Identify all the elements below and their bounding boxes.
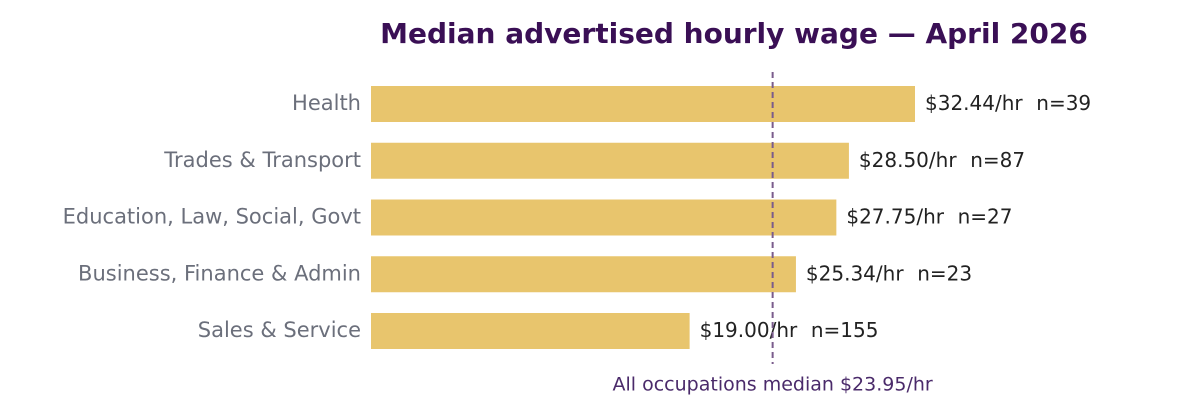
chart-title: Median advertised hourly wage — April 20… [380,17,1088,50]
value-label: $27.75/hr [846,204,944,228]
data-label: $28.50/hr n=87 [859,147,1025,171]
category-label: Trades & Transport [163,148,361,172]
value-label: $32.44/hr [925,91,1023,115]
bar [371,199,837,236]
data-label: $25.34/hr n=23 [806,261,972,285]
bar [371,86,915,122]
count-label: n=23 [917,261,972,285]
data-label: $32.44/hr n=39 [925,91,1091,115]
value-label: $19.00/hr [700,318,798,342]
category-label: Sales & Service [198,318,361,342]
reference-label: All occupations median $23.95/hr [613,374,933,396]
bar [371,256,796,293]
category-label: Education, Law, Social, Govt [63,205,361,229]
count-label: n=87 [970,147,1025,171]
bar [371,142,849,179]
count-label: n=155 [811,318,879,342]
value-label: $25.34/hr [806,261,904,285]
bar [371,313,690,349]
category-label: Health [292,91,361,115]
value-label: $28.50/hr [859,147,957,171]
count-label: n=27 [958,204,1013,228]
data-label: $27.75/hr n=27 [846,204,1012,228]
category-label: Business, Finance & Admin [78,261,361,285]
count-label: n=39 [1036,91,1091,115]
data-label: $19.00/hr n=155 [700,318,879,342]
